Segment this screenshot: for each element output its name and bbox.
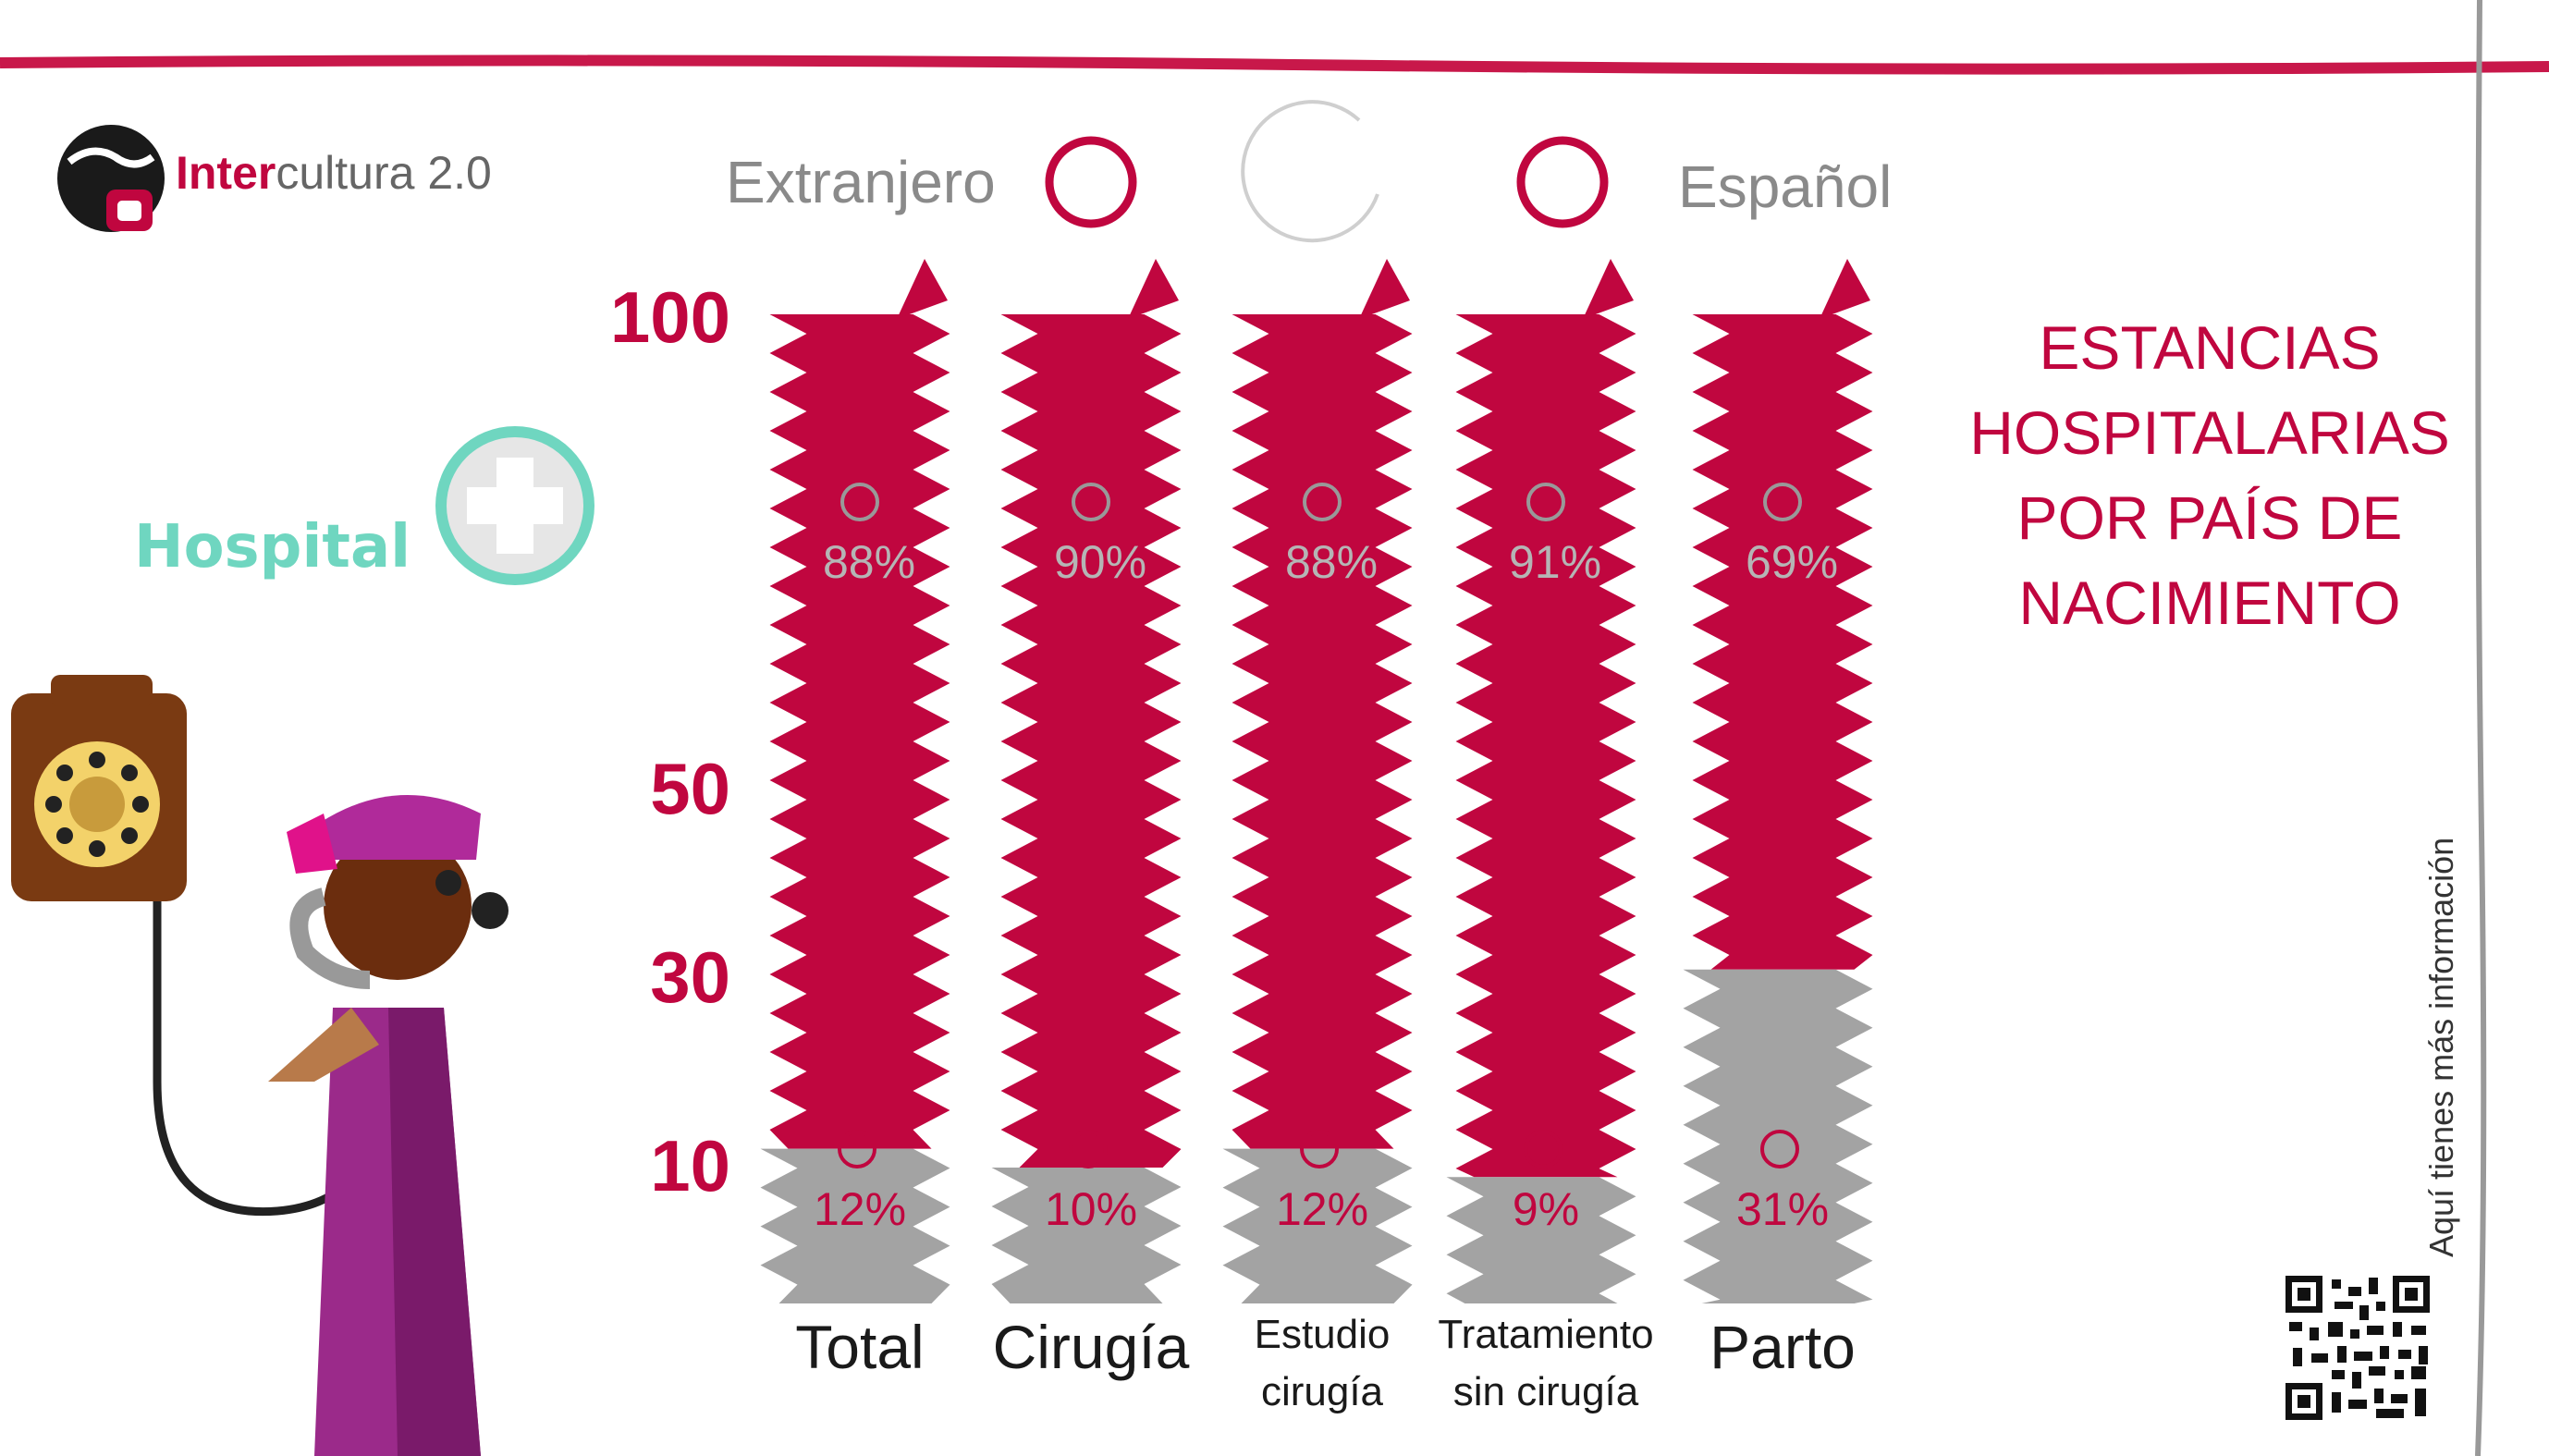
marker-espanol	[1069, 1130, 1108, 1168]
brand-name: Intercultura 2.0	[176, 147, 492, 199]
data-label-espanol: 9%	[1513, 1183, 1579, 1235]
data-label-espanol: 12%	[814, 1183, 906, 1235]
legend-ring-icon	[1241, 100, 1379, 243]
bar-extranjero	[1692, 314, 1873, 970]
data-label-extranjero: 69%	[1746, 536, 1838, 588]
legend-foreign-circle-icon	[1045, 136, 1137, 228]
bar-extranjero	[1000, 314, 1182, 1168]
globe-logo-icon	[57, 125, 165, 232]
category-label: sin cirugía	[1453, 1369, 1639, 1414]
marker-extranjero	[1303, 483, 1342, 521]
legend-spanish-circle-icon	[1516, 136, 1609, 228]
category-label: Tratamiento	[1438, 1312, 1653, 1357]
bar-extranjero	[1232, 314, 1413, 1149]
category-label: Parto	[1710, 1313, 1856, 1381]
bar-top-flourish	[1128, 259, 1179, 319]
y-tick-label: 10	[650, 1125, 730, 1206]
bar-top-flourish	[1583, 259, 1634, 319]
hospital-label: Hospital	[134, 513, 411, 581]
marker-extranjero	[1072, 483, 1110, 521]
marker-extranjero	[1763, 483, 1802, 521]
bar-espanol	[1683, 969, 1873, 1303]
y-tick-label: 100	[610, 276, 730, 358]
marker-espanol	[838, 1130, 876, 1168]
data-label-extranjero: 91%	[1509, 536, 1601, 588]
legend-foreign-label: Extranjero	[726, 149, 996, 215]
qr-code-icon[interactable]	[2284, 1274, 2432, 1422]
bar-extranjero	[769, 314, 950, 1149]
data-label-espanol: 31%	[1736, 1183, 1829, 1235]
chart-title-line: HOSPITALARIAS	[1969, 398, 2450, 467]
marker-espanol	[1760, 1130, 1799, 1168]
chart-title: ESTANCIAS HOSPITALARIAS POR PAÍS DE NACI…	[1951, 305, 2469, 645]
marker-espanol	[1300, 1130, 1339, 1168]
bar-espanol	[1222, 1148, 1413, 1303]
more-info-note: Aquí tienes más información	[2422, 837, 2460, 1257]
data-label-espanol: 10%	[1045, 1183, 1137, 1235]
category-label: Estudio	[1255, 1312, 1391, 1357]
category-label: Total	[795, 1313, 924, 1381]
chart-title-line: POR PAÍS DE	[2016, 483, 2403, 552]
category-label: Cirugía	[993, 1313, 1190, 1381]
hospital-cross-icon	[435, 426, 594, 585]
marker-extranjero	[840, 483, 879, 521]
marker-extranjero	[1526, 483, 1565, 521]
data-label-espanol: 12%	[1276, 1183, 1368, 1235]
y-tick-label: 50	[650, 748, 730, 829]
data-label-extranjero: 90%	[1054, 536, 1146, 588]
bar-espanol	[991, 1168, 1182, 1303]
y-tick-label: 30	[650, 936, 730, 1018]
top-border-line	[0, 55, 2549, 75]
bar-top-flourish	[897, 259, 948, 319]
right-border-line	[2475, 0, 2487, 1456]
bar-top-flourish	[1359, 259, 1410, 319]
bar-espanol	[760, 1148, 950, 1303]
chart-title-line: NACIMIENTO	[2018, 569, 2401, 637]
marker-espanol	[1524, 1130, 1562, 1168]
bar-top-flourish	[1820, 259, 1870, 319]
legend-spanish-label: Español	[1678, 153, 1893, 220]
bar-extranjero	[1455, 314, 1636, 1178]
chart-title-line: ESTANCIAS	[2039, 313, 2381, 382]
category-label: cirugía	[1261, 1369, 1384, 1414]
data-label-extranjero: 88%	[1285, 536, 1378, 588]
bar-espanol	[1446, 1177, 1636, 1303]
data-label-extranjero: 88%	[823, 536, 915, 588]
person-on-phone-illustration	[11, 675, 509, 1456]
